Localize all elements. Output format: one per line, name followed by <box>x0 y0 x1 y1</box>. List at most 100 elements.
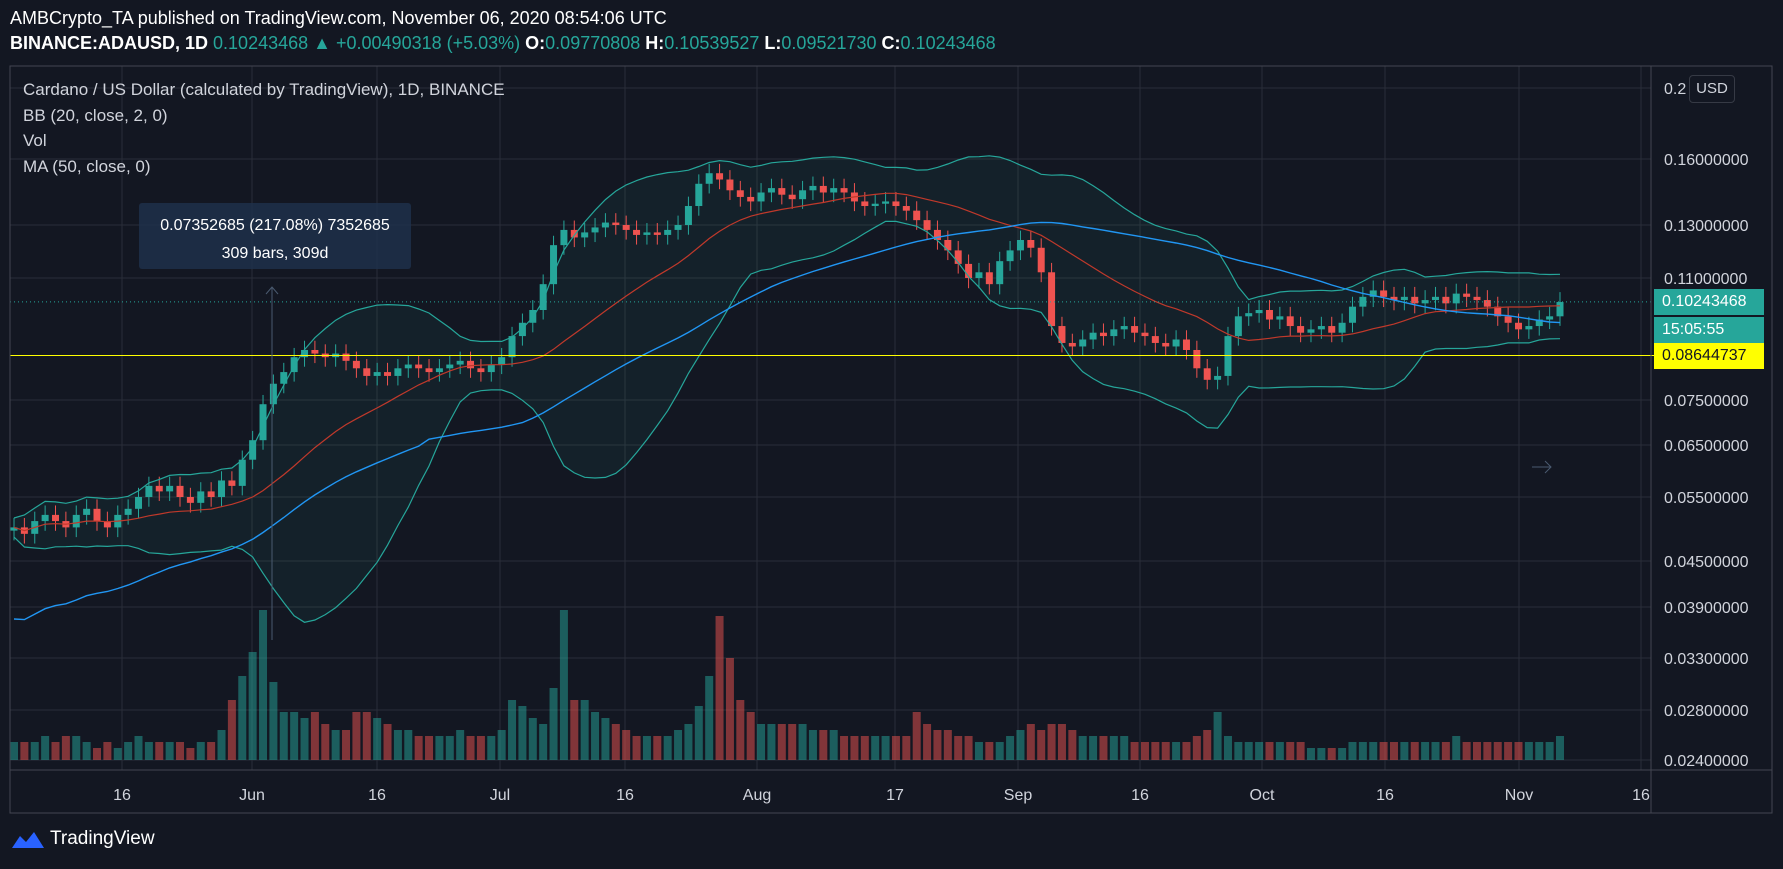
candle-body <box>819 185 827 193</box>
scroll-right-arrow <box>1532 460 1552 474</box>
volume-bar <box>591 712 600 760</box>
candle-body <box>674 225 682 230</box>
volume-bar <box>1421 742 1430 760</box>
candle-body <box>487 364 495 373</box>
candle-body <box>1203 368 1211 380</box>
volume-bar <box>850 736 859 760</box>
volume-bar <box>373 718 382 760</box>
horizontal-line-tag[interactable]: 0.08644737 <box>1654 342 1764 369</box>
volume-bar <box>715 616 724 760</box>
candle-body <box>996 261 1004 285</box>
candle-body <box>425 368 433 373</box>
candle-body <box>1317 326 1325 330</box>
legend-bollinger[interactable]: BB (20, close, 2, 0) <box>23 106 168 125</box>
candle-body <box>238 459 246 486</box>
candle-body <box>1411 296 1419 304</box>
volume-bar <box>196 742 205 760</box>
bollinger-band-fill <box>14 155 1560 623</box>
volume-bar <box>985 742 994 760</box>
last-price-tag: 0.10243468 <box>1654 288 1764 315</box>
candle-body <box>975 272 983 278</box>
volume-bar <box>404 730 413 760</box>
candle-body <box>1016 239 1024 251</box>
y-tick-label: 0.02400000 <box>1664 753 1749 770</box>
measure-tooltip: 0.07352685 (217.08%) 7352685 309 bars, 3… <box>139 203 411 269</box>
volume-bar <box>1535 742 1544 760</box>
candle-body <box>788 194 796 200</box>
volume-bar <box>1317 748 1326 760</box>
candle-body <box>716 173 724 180</box>
volume-bar <box>30 742 39 760</box>
candle-body <box>363 368 371 376</box>
candle-body <box>93 508 101 522</box>
candle-body <box>415 364 423 369</box>
tradingview-logo[interactable]: TradingView <box>10 828 155 850</box>
volume-bar <box>767 724 776 760</box>
high-label: H: <box>645 33 665 53</box>
volume-bar <box>466 736 475 760</box>
candle-body <box>1442 296 1450 304</box>
volume-bar <box>528 718 537 760</box>
candle-body <box>1494 306 1502 317</box>
volume-bar <box>902 736 911 760</box>
volume-bar <box>1348 742 1357 760</box>
candle-body <box>1369 290 1377 297</box>
candle-body <box>41 514 49 522</box>
measure-change: 0.07352685 (217.08%) 7352685 <box>160 217 390 234</box>
legend-volume[interactable]: Vol <box>23 131 47 150</box>
volume-bar <box>1462 742 1471 760</box>
high-value: 0.10539527 <box>664 33 760 53</box>
candle-body <box>477 368 485 373</box>
candle-body <box>404 364 412 369</box>
candle-body <box>83 508 91 515</box>
candle-body <box>1141 332 1149 337</box>
volume-bar <box>611 724 620 760</box>
symbol-ohlc-line: BINANCE:ADAUSD, 1D 0.10243468 ▲ +0.00490… <box>10 33 996 54</box>
candle-body <box>124 508 132 515</box>
legend-moving-average[interactable]: MA (50, close, 0) <box>23 157 151 176</box>
candle-body <box>10 527 18 531</box>
volume-bar <box>383 724 392 760</box>
volume-bar <box>155 742 164 760</box>
candle-body <box>456 360 464 365</box>
volume-bar <box>425 736 434 760</box>
volume-bar <box>1452 736 1461 760</box>
y-tick-label: 0.03300000 <box>1664 651 1749 668</box>
volume-bar <box>725 658 734 760</box>
x-tick-label: 16 <box>113 787 131 804</box>
candle-body <box>664 229 672 235</box>
volume-bar <box>103 742 112 760</box>
x-tick-label: Sep <box>1004 787 1033 804</box>
candle-body <box>176 485 184 497</box>
candle-body <box>1234 316 1242 337</box>
volume-bar <box>1514 742 1523 760</box>
volume-bar <box>757 724 766 760</box>
candle-body <box>1120 326 1128 330</box>
candle-body <box>301 349 309 358</box>
candle-body <box>1245 313 1253 317</box>
volume-bar <box>1369 742 1378 760</box>
volume-bar <box>300 718 309 760</box>
candle-body <box>103 521 111 528</box>
volume-bar <box>632 736 641 760</box>
volume-bar <box>1037 730 1046 760</box>
candlesticks <box>10 163 1564 544</box>
candle-body <box>1110 329 1118 337</box>
candle-body <box>135 497 143 509</box>
currency-button[interactable]: USD <box>1689 75 1735 103</box>
candle-body <box>695 183 703 207</box>
candle-body <box>1483 300 1491 307</box>
candle-body <box>269 383 277 405</box>
candle-body <box>1297 326 1305 333</box>
candle-body <box>736 190 744 197</box>
volume-bar <box>176 742 185 760</box>
candle-body <box>1255 310 1263 314</box>
volume-bar <box>1545 742 1554 760</box>
volume-bar <box>570 700 579 760</box>
volume-bar <box>1306 748 1315 760</box>
y-tick-label: 0.13000000 <box>1664 218 1749 235</box>
candle-body <box>155 485 163 492</box>
volume-bar <box>1244 742 1253 760</box>
candle-body <box>249 440 257 460</box>
